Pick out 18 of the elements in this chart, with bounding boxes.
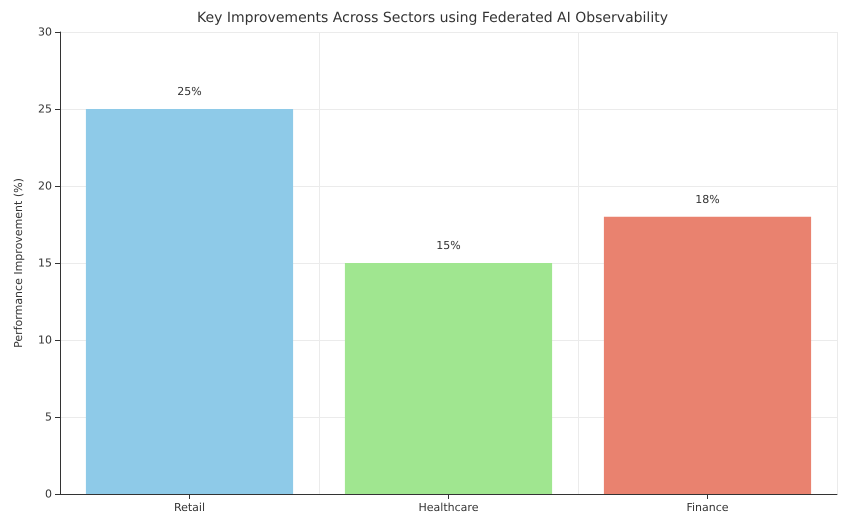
y-tick-label: 15 xyxy=(38,256,52,270)
data-label: 18% xyxy=(695,192,720,206)
x-tick-label: Retail xyxy=(174,501,206,514)
x-tick-label: Finance xyxy=(686,501,729,514)
y-tick-label: 10 xyxy=(38,334,52,346)
y-tick-label: 0 xyxy=(45,488,52,500)
y-tick-label: 20 xyxy=(38,180,52,192)
data-label: 15% xyxy=(436,239,461,252)
bar xyxy=(344,263,552,494)
y-tick-label: 25 xyxy=(38,102,52,116)
chart-title: Key Improvements Across Sectors using Federated AI Observability xyxy=(197,10,668,26)
x-tick-label: Healthcare xyxy=(418,501,479,514)
y-axis-title: Performance Improvement (%) xyxy=(12,178,25,348)
data-label: 25% xyxy=(177,85,202,98)
bar xyxy=(604,216,812,494)
bar xyxy=(86,109,294,494)
y-tick-label: 30 xyxy=(38,26,52,38)
y-tick-label: 5 xyxy=(45,410,52,424)
